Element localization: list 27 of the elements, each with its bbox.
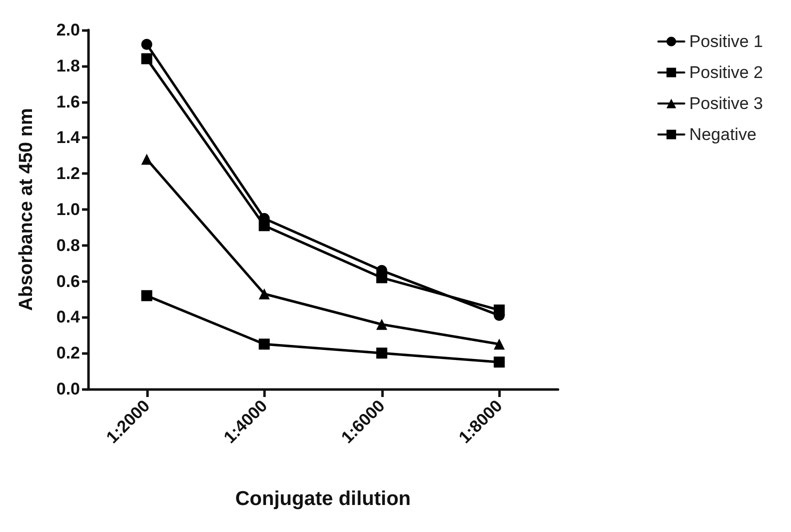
point [141, 154, 152, 165]
y-tick-label: 1.4 [56, 128, 81, 148]
point [494, 338, 505, 350]
x-axis-title: Conjugate dilution [235, 488, 411, 510]
y-tick-label: 0.2 [56, 344, 80, 363]
point [141, 53, 152, 64]
y-tick-label: 0.6 [56, 272, 80, 291]
legend-label: Negative [689, 125, 756, 144]
legend-label: Positive 2 [689, 63, 763, 82]
y-tick-label: 1.0 [56, 200, 80, 219]
point [141, 290, 152, 302]
point [376, 348, 388, 359]
y-axis-title: Absorbance at 450 nm [16, 108, 37, 311]
y-tick-label: 2.0 [56, 20, 80, 40]
y-tick-label: 1.2 [56, 164, 80, 184]
point [141, 38, 152, 50]
legend-label: Positive 1 [689, 32, 763, 51]
y-tick-label: 1.8 [56, 56, 80, 76]
y-tick-label: 1.6 [56, 92, 80, 112]
point [494, 356, 505, 368]
point [258, 288, 270, 300]
y-tick-label: 0.8 [56, 236, 80, 255]
legend-label: Positive 3 [689, 94, 763, 113]
point [376, 318, 388, 330]
y-tick-label: 0.4 [56, 308, 81, 327]
point [258, 338, 270, 350]
y-tick-label: 0.0 [56, 380, 80, 398]
